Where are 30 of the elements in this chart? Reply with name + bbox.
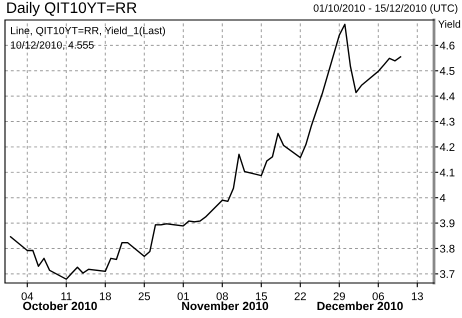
text: November 2010 <box>182 301 268 310</box>
y-tick-label: 4.2 <box>440 143 454 151</box>
line-series <box>10 24 402 280</box>
chart-subtitle: 01/10/2010 - 15/12/2010 (UTC) <box>314 4 458 14</box>
chart-title: Daily QIT10YT=RR <box>7 2 136 16</box>
y-tick-label: 4.5 <box>440 67 455 75</box>
x-tick-label: 22 <box>294 292 306 300</box>
x-tick-label: 25 <box>138 292 150 300</box>
y-tick-label: 4.4 <box>440 92 455 100</box>
x-tick-label: 15 <box>256 292 267 300</box>
x-tick-label: 06 <box>372 292 384 300</box>
y-tick-label: 3.7 <box>440 270 454 278</box>
y-axis-title: Yield <box>438 20 460 28</box>
y-tick-label: 3.9 <box>440 219 454 228</box>
y-tick-label: 4 <box>440 194 446 202</box>
x-tick-label: 13 <box>412 292 423 300</box>
y-tick-label: 4.6 <box>440 42 455 50</box>
x-tick-label: 29 <box>334 292 345 300</box>
x-tick-label: 11 <box>61 292 72 300</box>
text: December 2010 <box>317 301 403 310</box>
annotation: Line, QIT10YT=RR, Yield_1(Last) <box>11 26 165 36</box>
y-tick-label: 3.8 <box>440 244 455 253</box>
x-tick-label: 01 <box>178 292 189 300</box>
x-tick-label: 18 <box>100 292 111 300</box>
x-tick-label: 08 <box>216 292 228 300</box>
annotation: 10/12/2010, 4.555 <box>10 41 94 50</box>
y-tick-label: 4.1 <box>440 168 454 176</box>
x-tick-label: 04 <box>22 292 34 300</box>
text: October 2010 <box>23 301 97 310</box>
y-tick-label: 4.3 <box>440 118 455 126</box>
